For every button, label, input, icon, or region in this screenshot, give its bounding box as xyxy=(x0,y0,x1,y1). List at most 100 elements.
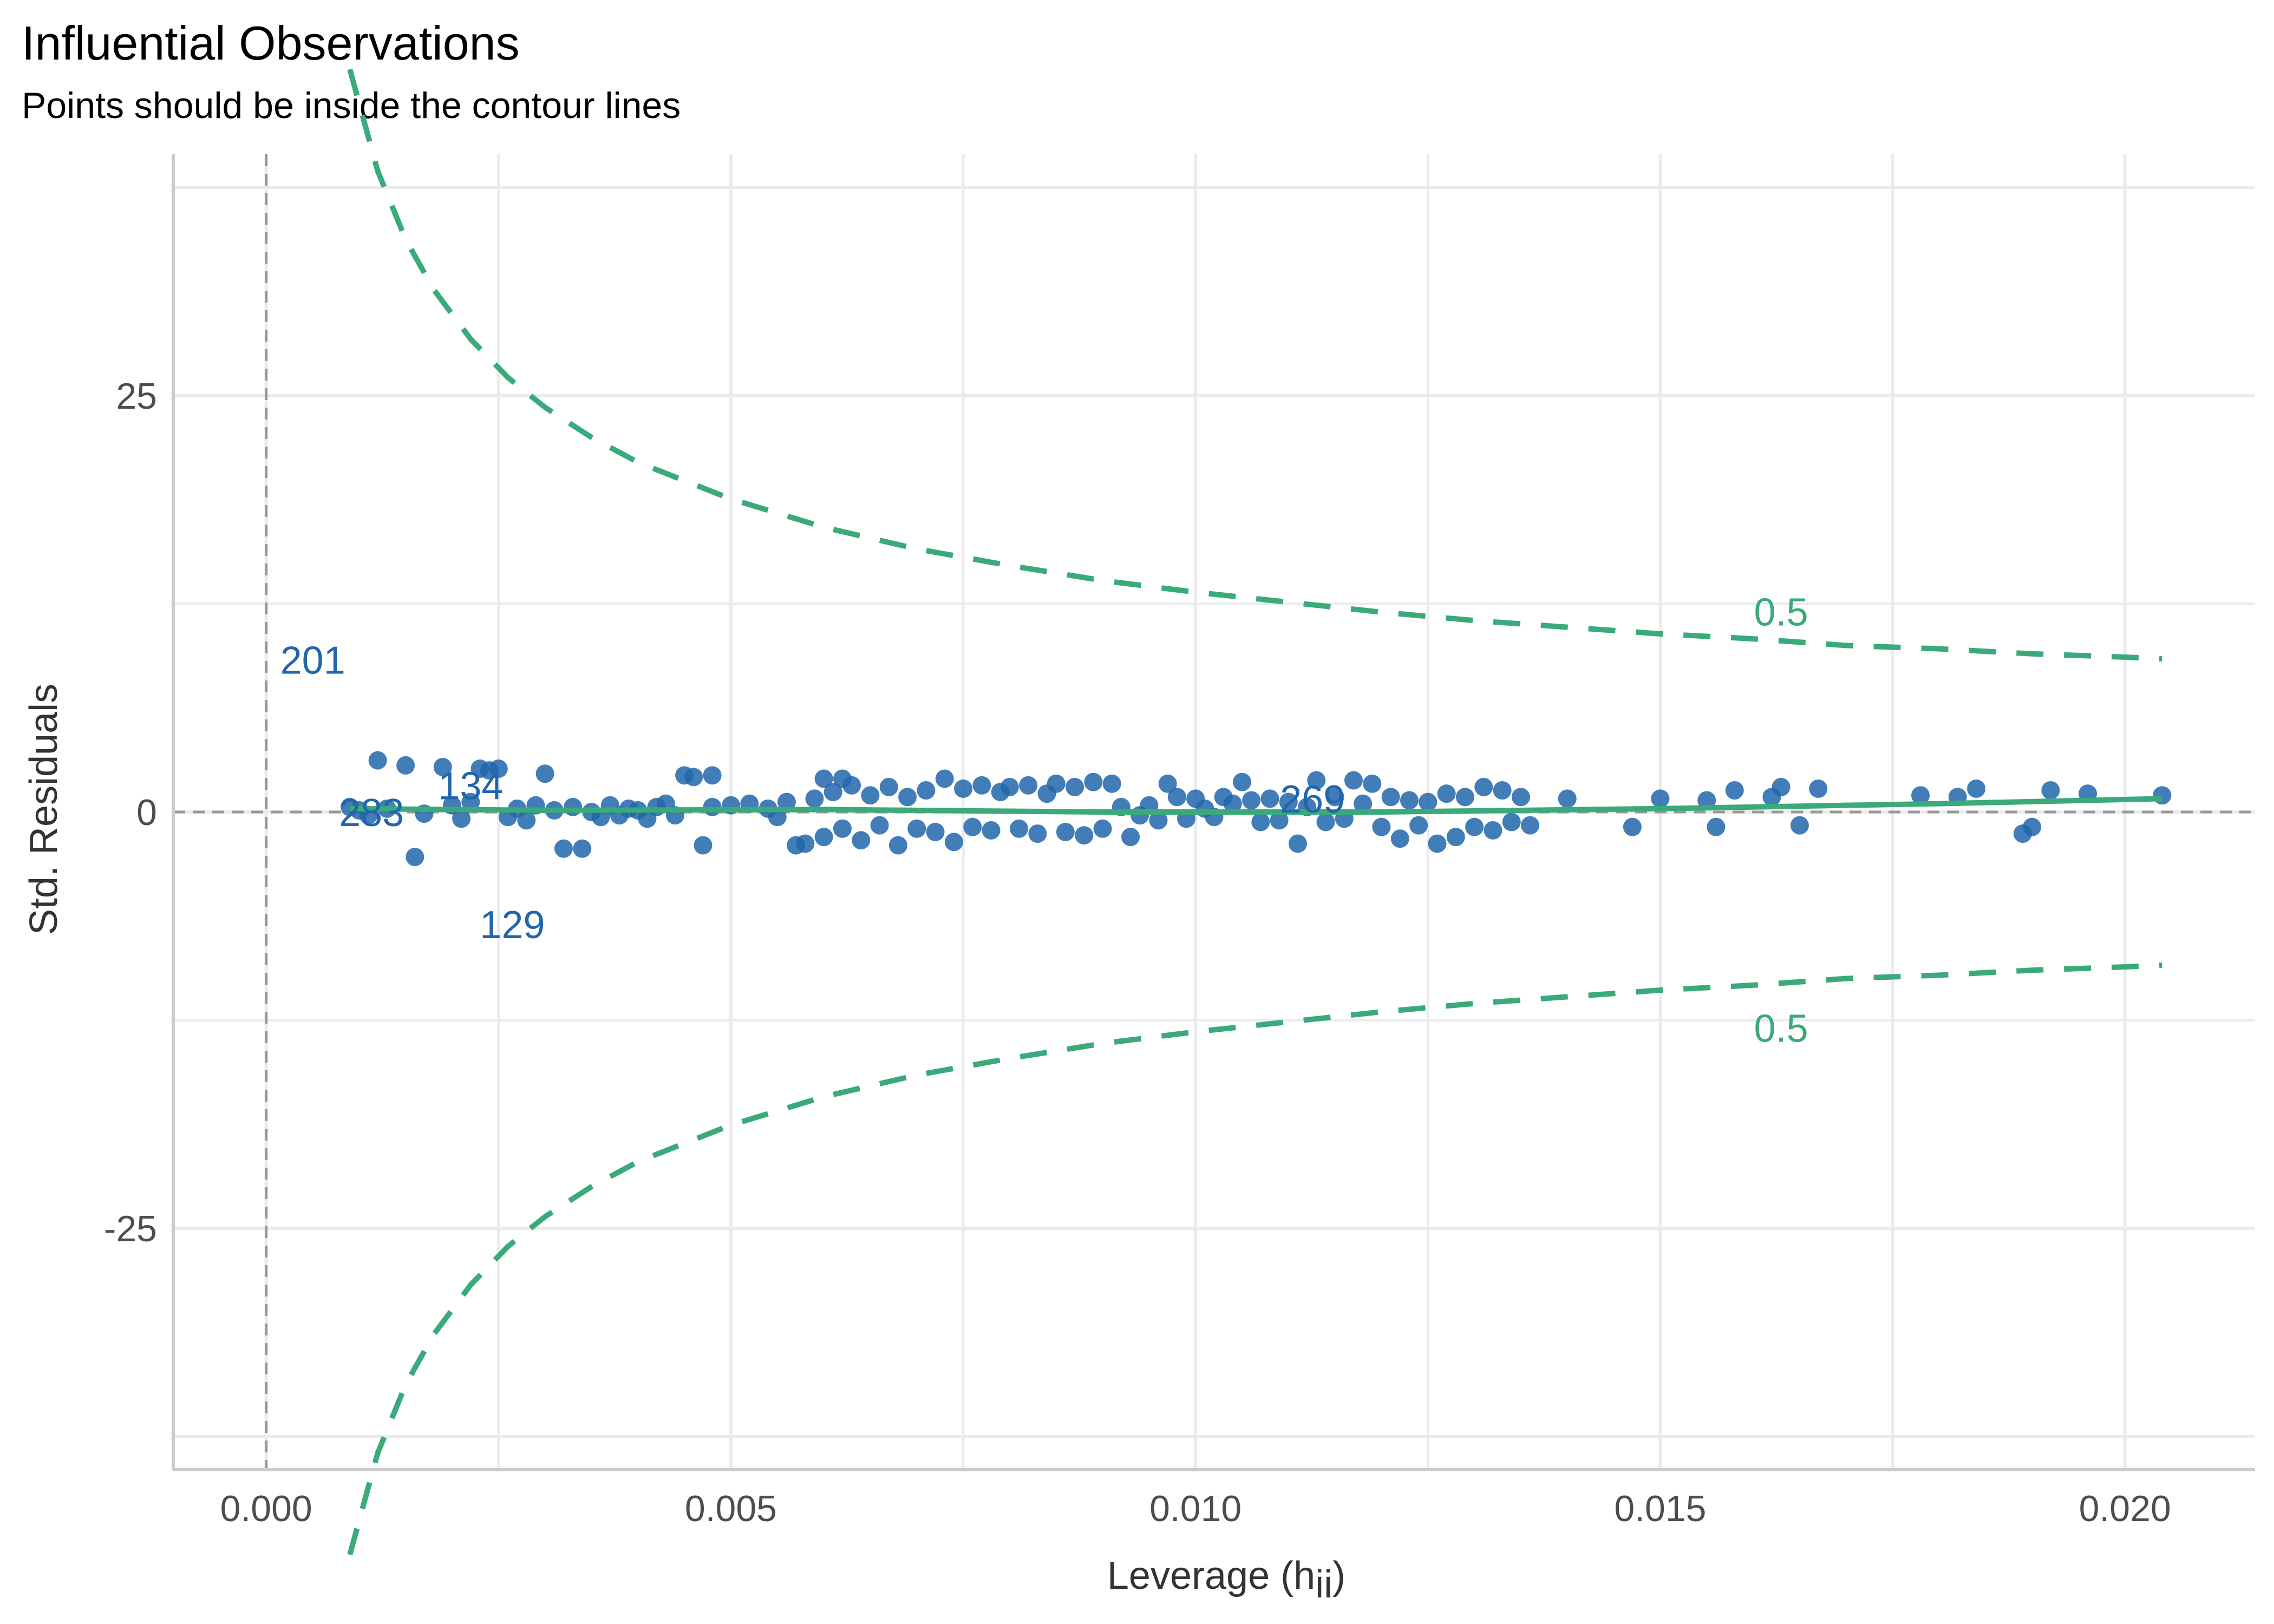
data-point xyxy=(861,786,880,805)
data-point xyxy=(1000,777,1019,796)
data-point xyxy=(1772,777,1791,796)
data-point xyxy=(935,769,954,788)
data-point xyxy=(1056,822,1075,841)
data-point xyxy=(814,769,833,788)
y-tick-label: 25 xyxy=(116,376,157,417)
data-point xyxy=(703,797,722,816)
point-label: 201 xyxy=(280,639,345,683)
data-point xyxy=(1967,779,1986,798)
data-point xyxy=(842,776,861,795)
data-point xyxy=(2023,817,2042,836)
data-point xyxy=(1623,817,1642,836)
data-point xyxy=(954,779,973,798)
upper-contour-label: 0.5 xyxy=(1754,591,1808,634)
lower-contour-label: 0.5 xyxy=(1754,1007,1808,1051)
data-point xyxy=(2041,781,2060,800)
data-point xyxy=(1354,794,1373,813)
data-point xyxy=(489,759,508,778)
axes xyxy=(172,154,2255,1471)
x-axis-title-main: Leverage (h xyxy=(1107,1554,1315,1597)
data-point xyxy=(926,822,945,841)
data-point xyxy=(1325,788,1344,807)
data-point xyxy=(1363,774,1382,793)
data-point xyxy=(1167,788,1186,807)
data-point xyxy=(1651,789,1670,808)
data-point xyxy=(461,793,480,811)
data-point xyxy=(1400,791,1419,810)
data-point xyxy=(852,831,871,850)
data-point xyxy=(1121,828,1140,847)
data-point xyxy=(1558,789,1577,808)
data-point xyxy=(1066,777,1084,796)
data-point xyxy=(1725,781,1744,800)
x-tick-label: 0.005 xyxy=(685,1488,777,1529)
y-tick-label: 0 xyxy=(136,792,157,833)
data-point xyxy=(1279,793,1298,811)
data-point xyxy=(1028,824,1047,843)
y-tick-label: -25 xyxy=(104,1208,157,1249)
x-tick-label: 0.020 xyxy=(2079,1488,2171,1529)
point-label: 269 xyxy=(1280,778,1345,821)
data-point xyxy=(1010,819,1029,838)
data-point xyxy=(1474,777,1493,796)
x-axis-title: Leverage (hii) xyxy=(1107,1554,1345,1606)
data-point xyxy=(768,808,787,827)
x-tick-label: 0.010 xyxy=(1149,1488,1241,1529)
upper-contour-line xyxy=(347,68,2162,662)
data-point xyxy=(1409,816,1428,835)
data-point xyxy=(1288,834,1307,853)
data-point xyxy=(1260,789,1279,808)
data-point xyxy=(917,781,936,800)
cook-distance-contours: 0.5 0.5 xyxy=(347,68,2162,1556)
data-point xyxy=(888,836,907,855)
x-tick-label: 0.015 xyxy=(1614,1488,1706,1529)
data-point xyxy=(368,751,387,770)
data-point xyxy=(1251,813,1270,831)
data-point xyxy=(2153,786,2172,805)
data-point xyxy=(1455,788,1474,807)
point-label: 283 xyxy=(339,791,404,835)
chart-title: Influential Observations xyxy=(22,16,520,70)
data-point xyxy=(1223,794,1242,813)
data-point xyxy=(1446,828,1465,847)
data-point xyxy=(1084,772,1103,791)
data-point xyxy=(554,839,573,858)
data-point xyxy=(1075,826,1094,845)
data-point xyxy=(1428,834,1447,853)
data-point xyxy=(1158,774,1177,793)
data-point xyxy=(1790,816,1809,835)
data-point xyxy=(1149,811,1168,830)
data-point xyxy=(1270,811,1289,830)
data-point xyxy=(535,764,554,783)
data-point xyxy=(396,756,415,775)
x-axis-title-close: ) xyxy=(1332,1554,1345,1597)
data-point xyxy=(433,757,452,776)
data-point xyxy=(1372,817,1391,836)
data-point xyxy=(1307,771,1326,790)
data-point xyxy=(1511,788,1530,807)
data-point xyxy=(814,828,833,847)
data-point xyxy=(796,834,815,853)
data-point xyxy=(1316,813,1335,831)
data-point xyxy=(870,816,889,835)
data-point xyxy=(1093,819,1112,838)
data-point xyxy=(1344,771,1363,790)
data-point xyxy=(452,809,471,828)
data-point xyxy=(1521,816,1540,835)
data-point xyxy=(1419,793,1437,811)
data-point xyxy=(703,766,722,785)
data-point xyxy=(879,777,898,796)
point-label: 129 xyxy=(480,903,545,947)
data-point xyxy=(1390,829,1409,848)
smooth-line-layer xyxy=(350,796,2162,815)
data-point xyxy=(1465,817,1484,836)
chart-subtitle: Points should be inside the contour line… xyxy=(22,85,681,126)
x-tick-label: 0.000 xyxy=(220,1488,312,1529)
x-axis-title-subscript: ii xyxy=(1315,1563,1332,1606)
data-point xyxy=(1381,788,1400,807)
data-point xyxy=(982,821,1001,840)
data-point xyxy=(1102,774,1121,793)
data-point xyxy=(517,811,536,830)
data-point xyxy=(684,768,703,787)
point-labels: 283 201 129 134 269 xyxy=(280,639,1345,947)
